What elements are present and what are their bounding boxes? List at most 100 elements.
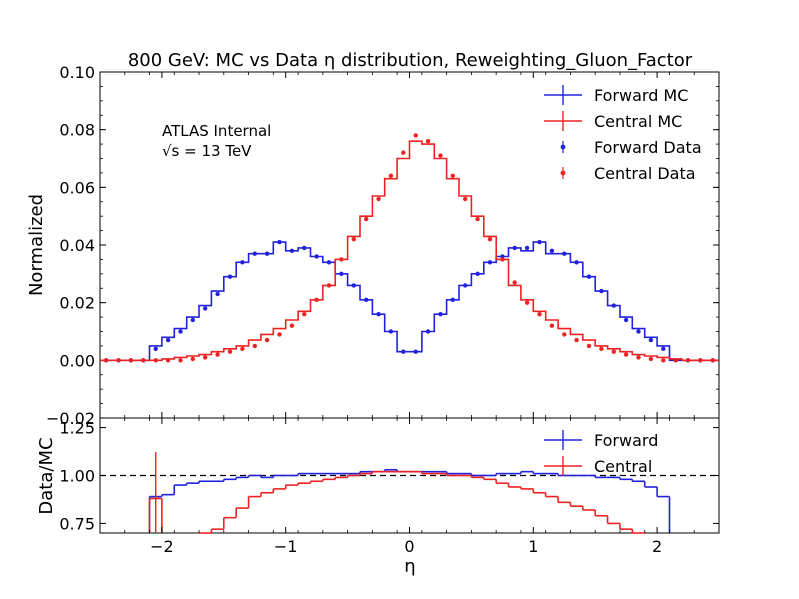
- central-data-point: [339, 257, 344, 262]
- forward-data-point: [574, 260, 579, 265]
- legend-entry-forward-data: Forward Data: [560, 138, 702, 157]
- central-data-point: [128, 358, 134, 363]
- forward-data-point: [623, 317, 629, 323]
- central-data-point: [104, 358, 109, 363]
- central-data-point: [376, 196, 381, 202]
- legend-entry-forward: Forward: [544, 430, 658, 450]
- forward-data-point: [599, 288, 604, 294]
- chart-title: 800 GeV: MC vs Data η distribution, Rewe…: [128, 50, 693, 71]
- main-y-ticks: −0.02 0.00 0.02 0.04 0.06 0.08 0.10: [46, 63, 719, 428]
- forward-data-point: [190, 317, 195, 323]
- central-data-point: [240, 346, 245, 351]
- central-data-point: [685, 358, 691, 363]
- forward-data-point: [326, 260, 332, 265]
- central-data-point: [562, 332, 567, 337]
- x-tick-label: −1: [274, 537, 298, 556]
- forward-data-point: [611, 303, 616, 308]
- central-data-point: [636, 355, 641, 360]
- forward-data-point: [240, 260, 245, 265]
- x-tick-label: 1: [528, 537, 538, 556]
- forward-data-point: [165, 337, 171, 343]
- main-y-tick-label: 0.00: [59, 351, 95, 370]
- central-data-point: [450, 173, 455, 178]
- central-data-point: [463, 196, 468, 202]
- forward-data-point: [277, 239, 282, 245]
- central-data-point: [586, 343, 592, 349]
- central-data-point: [661, 358, 666, 363]
- legend-label: Forward MC: [594, 86, 688, 105]
- central-data-point: [413, 133, 418, 138]
- central-data-point: [252, 343, 257, 349]
- forward-data-point: [562, 251, 567, 256]
- forward-data-point: [413, 349, 418, 354]
- legend-label: Forward: [594, 431, 658, 450]
- forward-data-point: [351, 283, 356, 288]
- legend-label: Forward Data: [594, 138, 702, 157]
- central-data-point: [710, 358, 715, 363]
- central-data-point: [549, 323, 555, 328]
- forward-data-point: [512, 245, 517, 251]
- main-y-tick-label: −0.02: [46, 409, 95, 428]
- legend-label: Central: [594, 457, 652, 476]
- central-data-point: [203, 355, 208, 360]
- central-data-point: [512, 280, 517, 285]
- central-data-point: [178, 358, 183, 363]
- central-data-point: [524, 300, 530, 305]
- forward-data-point: [661, 346, 666, 351]
- x-tick-label: 0: [404, 537, 414, 556]
- central-data-point: [227, 349, 233, 354]
- central-data-point: [673, 358, 678, 363]
- forward-data-point: [487, 260, 493, 265]
- central-data-point: [648, 356, 654, 362]
- forward-data-point: [264, 251, 270, 256]
- central-data-point: [388, 173, 394, 178]
- central-data-point: [364, 216, 369, 222]
- ratio-y-ticks: 0.75 1.00 1.25: [59, 419, 719, 533]
- legend-label: Central Data: [594, 164, 696, 183]
- central-data-point: [475, 216, 480, 222]
- central-data-point: [190, 356, 195, 362]
- ratio-panel: 0.75 1.00 1.25 Data/MC Forward Central: [36, 417, 720, 534]
- forward-data-point: [302, 245, 307, 251]
- forward-data-point: [648, 337, 654, 343]
- forward-data-point: [227, 274, 233, 279]
- forward-data-point: [203, 306, 208, 311]
- legend-entry-central: Central: [544, 456, 652, 476]
- x-tick-label: −2: [150, 537, 174, 556]
- central-data-point: [611, 349, 616, 354]
- forward-data-point: [586, 274, 592, 279]
- forward-data-point: [636, 329, 641, 334]
- central-data-point: [623, 352, 629, 357]
- ratio-y-tick-label: 1.00: [59, 467, 95, 486]
- main-y-tick-label: 0.10: [59, 63, 95, 82]
- main-legend: Forward MC Central MC Forward Data Central …: [544, 85, 702, 183]
- forward-data-point: [524, 245, 530, 251]
- forward-data-point: [438, 312, 443, 317]
- forward-data-point: [178, 329, 183, 334]
- legend-entry-central-mc: Central MC: [544, 111, 682, 131]
- annotation-energy: √s = 13 TeV: [162, 142, 252, 160]
- forward-data-point: [537, 239, 542, 245]
- main-y-tick-label: 0.08: [59, 121, 95, 140]
- forward-data-point: [425, 329, 431, 334]
- ratio-y-tick-label: 0.75: [59, 514, 95, 533]
- x-tick-label: 2: [652, 537, 662, 556]
- main-y-axis-label: Normalized: [26, 194, 47, 296]
- central-data-point: [438, 153, 443, 158]
- central-data-point: [326, 283, 332, 288]
- forward-data-point: [388, 329, 394, 334]
- legend-label: Central MC: [594, 112, 682, 131]
- central-data-point: [351, 237, 356, 242]
- main-y-tick-label: 0.06: [59, 178, 95, 197]
- forward-data-point: [289, 248, 295, 253]
- main-panel: −0.02 0.00 0.02 0.04 0.06 0.08 0.10 ATLAS Inte…: [26, 63, 720, 428]
- x-ticks: −2 −1 0 1 2: [99, 72, 720, 556]
- central-data-point: [215, 352, 220, 357]
- central-data-point: [537, 312, 542, 317]
- central-data-point: [116, 358, 121, 363]
- forward-data-point: [463, 283, 468, 288]
- central-data-point: [500, 257, 505, 262]
- ratio-y-axis-label: Data/MC: [36, 437, 57, 514]
- forward-data-point: [314, 254, 319, 259]
